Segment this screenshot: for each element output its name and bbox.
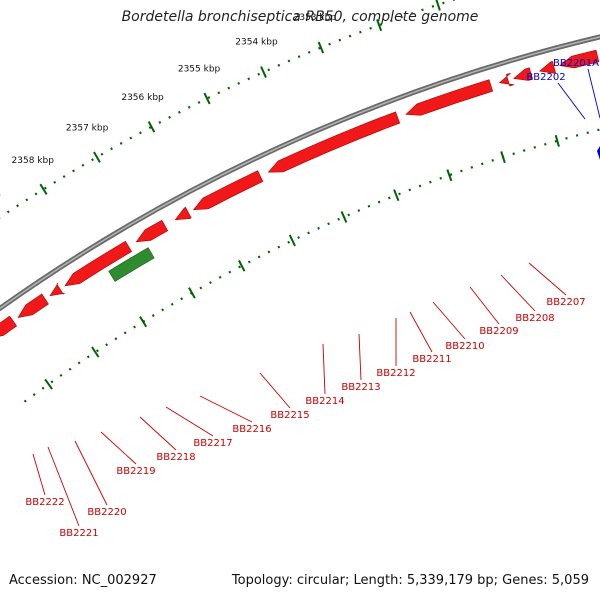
gene-leader-line	[100, 431, 137, 465]
inner-ruler-major-tick	[340, 211, 348, 223]
reverse-gene-arrow	[192, 170, 264, 211]
gene-leader-line	[587, 68, 600, 119]
gene-label: BB2216	[232, 424, 271, 435]
map-title: Bordetella bronchiseptica RB50, complete…	[121, 9, 479, 25]
gene-label: BB2220	[87, 507, 126, 518]
reverse-gene-arrow	[267, 111, 401, 173]
ruler-major-tick	[317, 41, 325, 54]
gene-leader-line	[74, 440, 108, 506]
gene-label: BB2212	[376, 368, 415, 379]
gene-leader-line	[557, 82, 586, 120]
ruler-major-tick	[93, 151, 101, 163]
gene-label: BB2218	[156, 452, 195, 463]
ruler-major-tick	[39, 183, 48, 195]
gene-leader-line	[358, 333, 362, 381]
ruler-label: 2356 kbp	[121, 93, 164, 103]
genome-backbone	[0, 34, 600, 312]
reverse-gene-arrow	[49, 283, 65, 297]
gene-leader-line	[32, 453, 46, 496]
inner-ruler-major-tick	[238, 260, 246, 272]
inner-ruler-major-tick	[393, 189, 400, 202]
ruler-major-tick	[435, 0, 441, 11]
reverse-gene-arrow	[538, 60, 556, 74]
reverse-gene-arrow	[135, 219, 169, 243]
gene-leader-line	[528, 262, 567, 296]
ruler-label: 2358 kbp	[12, 156, 55, 166]
inner-ruler-major-tick	[139, 316, 148, 328]
inner-ruler-major-tick	[446, 169, 453, 182]
gene-leader-line	[500, 274, 536, 312]
gene-label: BB2215	[270, 410, 309, 421]
reverse-gene-arrow	[64, 240, 132, 287]
gene-leader-line	[432, 301, 466, 340]
inner-ruler-major-tick	[288, 234, 296, 247]
gene-label: BB2201A	[553, 58, 599, 69]
gene-label: BB2210	[445, 341, 484, 352]
reverse-gene-arrow	[17, 293, 49, 319]
forward-gene-arrow	[597, 146, 600, 160]
misc-feature-green	[108, 247, 155, 282]
reverse-gene-arrow	[559, 49, 600, 69]
gene-leader-line	[469, 286, 500, 325]
ruler-major-tick	[260, 66, 267, 78]
inner-ruler-major-tick	[500, 151, 506, 164]
gene-leader-line	[259, 372, 291, 409]
gene-label: BB2221	[59, 528, 98, 539]
ruler-label: 2355 kbp	[178, 64, 221, 74]
outer-ruler	[0, 0, 457, 219]
reverse-gene-arrow	[498, 72, 515, 87]
ruler-label: 2357 kbp	[66, 124, 109, 134]
gene-leader-line	[165, 406, 214, 437]
gene-label: BB2207	[546, 297, 585, 308]
ruler-major-tick	[203, 92, 211, 105]
genome-backbone-highlight	[0, 36, 600, 310]
gene-label: BB2222	[25, 497, 64, 508]
gene-leader-line	[47, 446, 80, 527]
gene-label: BB2214	[305, 396, 344, 407]
gene-label: BB2211	[412, 354, 451, 365]
ruler-label: 2353 kbp	[294, 13, 337, 23]
accession-text: Accession: NC_002927	[9, 573, 157, 588]
genome-stats-text: Topology: circular; Length: 5,339,179 bp…	[231, 573, 589, 588]
ruler-major-tick	[147, 121, 156, 133]
inner-ruler-major-tick	[188, 287, 196, 299]
inner-ruler-major-tick	[44, 378, 53, 390]
gene-label: BB2208	[515, 313, 554, 324]
inner-ruler-major-tick	[554, 134, 560, 147]
reverse-gene-arrow	[174, 206, 192, 221]
gene-label: BB2219	[116, 466, 155, 477]
reverse-gene-arrow	[405, 79, 494, 116]
gene-label: BB2209	[479, 326, 518, 337]
ruler-label: 2359 kbp	[0, 190, 1, 200]
gene-leader-line	[199, 395, 253, 423]
gene-leader-line	[409, 311, 433, 353]
gene-label: BB2202	[526, 72, 565, 83]
gene-leader-line	[322, 343, 326, 395]
inner-ruler-major-tick	[91, 346, 100, 358]
reverse-gene-arrow	[0, 315, 18, 337]
gene-label: BB2217	[193, 438, 232, 449]
reverse-gene-arrow	[513, 67, 533, 81]
inner-ruler	[23, 128, 600, 403]
gene-label: BB2213	[341, 382, 380, 393]
ruler-label: 2354 kbp	[235, 38, 278, 48]
gene-leader-line	[139, 416, 177, 451]
ruler-major-tick	[376, 19, 383, 32]
